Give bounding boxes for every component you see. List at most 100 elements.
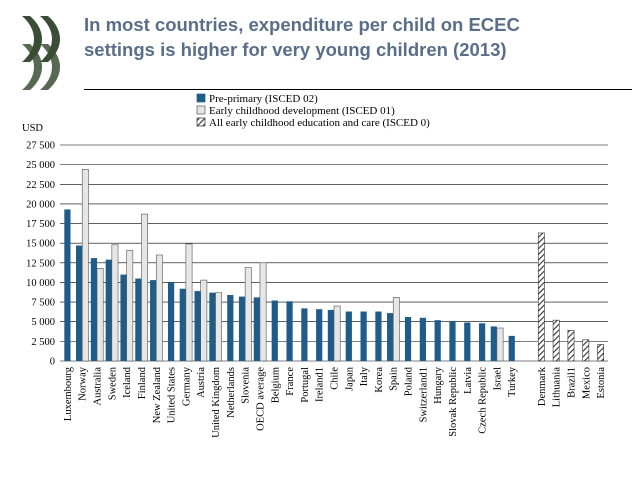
bar-solid-new-zealand xyxy=(150,280,157,361)
title-divider xyxy=(84,89,632,90)
y-tick-label: 5 000 xyxy=(31,317,55,328)
y-axis-label: USD xyxy=(22,123,43,134)
bar-solid-belgium xyxy=(271,300,278,361)
bar-solid-poland xyxy=(404,317,412,361)
x-tick-label: Portugal xyxy=(300,367,311,403)
bar-hatched-denmark xyxy=(537,232,545,362)
y-tick-label: 12 500 xyxy=(26,258,55,269)
bar-solid-slovak-republic xyxy=(449,320,456,361)
bar-solid-ireland1 xyxy=(316,309,323,361)
bar-solid-spain xyxy=(387,313,394,361)
x-tick-label: Spain xyxy=(389,366,400,391)
x-tick-label: Netherlands xyxy=(226,367,237,418)
bar-solid-turkey xyxy=(508,335,515,361)
bar-solid-france xyxy=(286,301,293,361)
x-tick-label: Slovenia xyxy=(241,367,252,404)
x-tick-label: Korea xyxy=(374,367,385,393)
bar-hatched-mexico xyxy=(582,339,590,362)
x-tick-label: Estonia xyxy=(596,367,607,399)
legend-label: Early childhood development (ISCED 01) xyxy=(209,105,395,117)
x-tick-label: Italy xyxy=(359,366,370,386)
x-tick-label: Israel xyxy=(492,367,503,390)
axes: 0 2 500 5 000 7 500 10 000 12 500 15 000 17 500… xyxy=(22,123,607,438)
x-tick-label: United Kingdom xyxy=(211,367,222,438)
bar-solid-austria xyxy=(194,291,201,361)
bar-light-spain xyxy=(392,297,400,362)
y-tick-label: 10 000 xyxy=(26,278,55,289)
legend-swatch-solid xyxy=(196,93,206,103)
x-tick-label: Czech Republic xyxy=(478,367,489,434)
legend-swatch-hatched xyxy=(196,117,206,127)
bar-hatched-lithuania xyxy=(552,319,560,362)
x-tick-label: Iceland xyxy=(122,366,133,398)
x-tick-label: United States xyxy=(167,367,178,423)
legend-label: All early childhood education and care (… xyxy=(209,117,430,129)
bar-solid-korea xyxy=(375,311,382,361)
x-tick-label: Latvia xyxy=(463,367,474,394)
page-title: In most countries, expenditure per child… xyxy=(84,12,632,62)
bar-solid-iceland xyxy=(120,274,127,361)
bar-solid-norway xyxy=(76,245,83,361)
title-line-1: In most countries, expenditure per child… xyxy=(84,14,520,35)
y-tick-label: 20 000 xyxy=(26,199,55,210)
x-tick-label: Lithuania xyxy=(552,367,563,408)
bar-hatched-estonia xyxy=(597,344,604,362)
x-tick-label: Australia xyxy=(93,367,104,406)
bar-solid-australia xyxy=(90,258,98,361)
x-tick-label: Belgium xyxy=(270,367,281,403)
y-tick-label: 15 000 xyxy=(26,239,55,250)
bar-solid-latvia xyxy=(464,322,471,361)
legend-label: Pre-primary (ISCED 02) xyxy=(209,93,318,105)
y-tick-label: 17 500 xyxy=(26,219,55,230)
bar-hatched-brazil1 xyxy=(567,330,575,362)
bar-light-norway xyxy=(81,169,89,362)
bar-solid-czech-republic xyxy=(479,323,486,361)
y-tick-label: 0 xyxy=(50,357,55,368)
legend-swatch-light xyxy=(196,105,206,115)
bar-solid-slovenia xyxy=(238,296,246,361)
x-tick-label: Poland xyxy=(404,366,415,396)
x-tick-label: Luxembourg xyxy=(63,366,74,421)
bar-solid-united-states xyxy=(167,282,175,361)
bar-solid-netherlands xyxy=(227,295,234,361)
x-tick-label: Mexico xyxy=(581,367,592,399)
x-tick-label: Chile xyxy=(330,367,341,390)
bar-light-sweden xyxy=(111,244,119,362)
bar-light-united-kingdom xyxy=(215,292,223,362)
bar-light-germany xyxy=(185,243,193,362)
bar-light-oecd-average xyxy=(259,262,267,362)
x-tick-label: Finland xyxy=(137,366,148,399)
bar-light-new-zealand xyxy=(155,254,163,362)
bar-solid-sweden xyxy=(105,259,112,361)
bar-light-chile xyxy=(333,305,341,362)
x-tick-label: Austria xyxy=(196,367,207,398)
bar-solid-hungary xyxy=(434,320,441,361)
bar-solid-italy xyxy=(360,311,367,361)
x-tick-label: Turkey xyxy=(507,366,518,397)
x-tick-label: Japan xyxy=(344,366,355,391)
x-tick-label: New Zealand xyxy=(152,366,163,423)
y-tick-label: 2 500 xyxy=(31,337,55,348)
x-tick-label: Switzerland1 xyxy=(418,367,429,422)
bar-light-iceland xyxy=(126,249,134,362)
bar-solid-luxembourg xyxy=(64,209,71,361)
bar-solid-portugal xyxy=(301,308,308,361)
bar-solid-switzerland1 xyxy=(419,317,426,361)
y-tick-label: 22 500 xyxy=(26,180,55,191)
title-line-2: settings is higher for very young childr… xyxy=(84,39,507,60)
x-tick-label: Sweden xyxy=(107,366,118,400)
x-tick-label: Brazil1 xyxy=(566,367,577,398)
x-tick-label: Hungary xyxy=(433,366,444,403)
bar-light-finland xyxy=(141,213,148,362)
bar-solid-israel xyxy=(490,326,497,361)
y-tick-label: 7 500 xyxy=(31,298,55,309)
bar-light-slovenia xyxy=(244,267,252,362)
bar-solid-oecd-average xyxy=(253,297,260,361)
y-tick-label: 27 500 xyxy=(26,141,55,152)
bar-light-austria xyxy=(200,279,208,362)
x-tick-label: Slovak Republic xyxy=(448,367,459,437)
legend: Pre-primary (ISCED 02)Early childhood de… xyxy=(196,93,430,129)
bar-solid-chile xyxy=(327,309,334,361)
